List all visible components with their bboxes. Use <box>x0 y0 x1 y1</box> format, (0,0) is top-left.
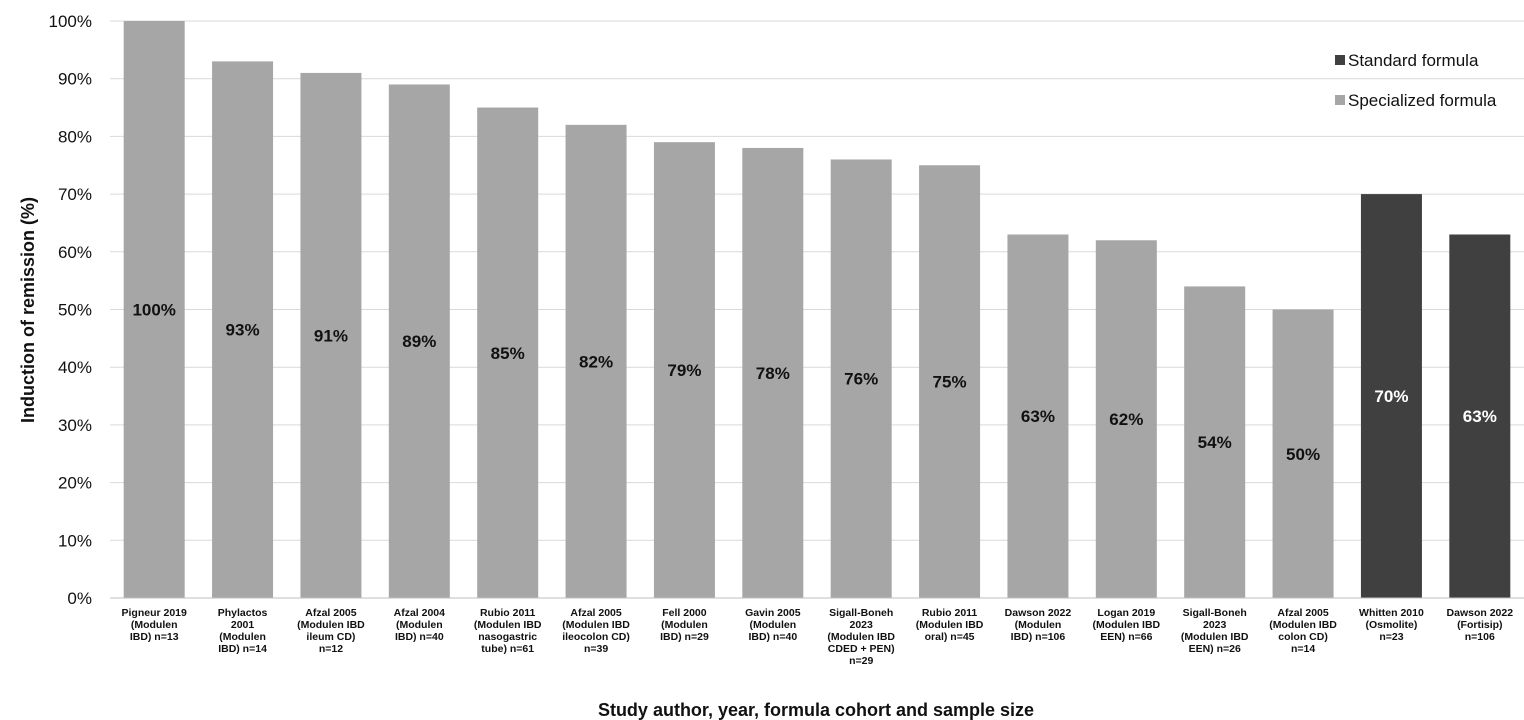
x-tick-label: Sigall-Boneh 2023 (Modulen IBD CDED + PEN) n… <box>827 607 895 667</box>
y-tick-label: 60% <box>58 243 92 262</box>
data-label: 70% <box>1374 387 1408 406</box>
legend-label-specialized: Specialized formula <box>1348 91 1497 110</box>
y-tick-label: 100% <box>49 12 92 31</box>
bar-dawson-2022-modulen-ibd-n-106 <box>1007 234 1069 599</box>
data-label: 75% <box>933 373 967 392</box>
data-label: 91% <box>314 326 348 345</box>
data-label: 78% <box>756 364 790 383</box>
x-tick-label: Rubio 2011 (Modulen IBD nasogastric tube) n… <box>474 607 542 655</box>
legend-swatch-standard <box>1335 55 1345 65</box>
x-tick-label: Sigall-Boneh 2023 (Modulen IBD EEN) n=26 <box>1181 607 1249 655</box>
y-tick-label: 50% <box>58 301 92 320</box>
x-tick-label: Rubio 2011 (Modulen IBD oral) n=45 <box>916 607 984 643</box>
bar-rubio-2011-modulen-ibd-oral-n-45 <box>919 165 981 598</box>
data-label: 62% <box>1109 410 1143 429</box>
x-tick-label: Afzal 2005 (Modulen IBD colon CD) n=14 <box>1269 607 1337 655</box>
data-label: 79% <box>667 361 701 380</box>
y-axis-title: Induction of remission (%) <box>18 197 38 423</box>
bar-sigall-boneh-2023-modulen-ibd-cded-pen-n-29 <box>830 159 892 599</box>
legend-label-standard: Standard formula <box>1348 51 1479 70</box>
bar-gavin-2005-modulen-ibd-n-40 <box>742 147 804 598</box>
y-tick-label: 20% <box>58 474 92 493</box>
bar-afzal-2005-modulen-ibd-ileum-cd-n-12 <box>300 72 362 599</box>
y-tick-label: 30% <box>58 416 92 435</box>
data-label: 63% <box>1463 407 1497 426</box>
y-tick-label: 40% <box>58 358 92 377</box>
bar-afzal-2005-modulen-ibd-ileocolon-cd-n-39 <box>565 124 627 599</box>
data-label: 85% <box>491 344 525 363</box>
x-tick-label: Fell 2000 (Modulen IBD) n=29 <box>660 607 709 643</box>
bars <box>123 21 1511 599</box>
x-tick-label: Phylactos 2001 (Modulen IBD) n=14 <box>218 607 268 655</box>
bar-logan-2019-modulen-ibd-een-n-66 <box>1095 240 1157 598</box>
bar-afzal-2005-modulen-ibd-colon-cd-n-14 <box>1272 309 1334 598</box>
data-label: 89% <box>402 332 436 351</box>
x-axis-title: Study author, year, formula cohort and s… <box>598 700 1034 720</box>
y-tick-label: 80% <box>58 127 92 146</box>
x-tick-label: Afzal 2004 (Modulen IBD) n=40 <box>394 607 446 643</box>
y-tick-label: 90% <box>58 70 92 89</box>
bar-afzal-2004-modulen-ibd-n-40 <box>388 84 450 599</box>
bar-phylactos-2001-modulen-ibd-n-14 <box>212 61 274 598</box>
x-tick-label: Gavin 2005 (Modulen IBD) n=40 <box>745 607 801 643</box>
data-label: 50% <box>1286 445 1320 464</box>
bar-dawson-2022-fortisip-n-106 <box>1449 234 1511 599</box>
x-tick-label: Pigneur 2019 (Modulen IBD) n=13 <box>122 607 188 643</box>
y-axis-ticks: 0% 10% 20% 30% 40% 50% 60% 70% 80% 90% 100% <box>49 12 92 608</box>
bar-pigneur-2019-modulen-ibd-n-13 <box>123 21 185 598</box>
data-label: 82% <box>579 352 613 371</box>
x-tick-label: Afzal 2005 (Modulen IBD ileum CD) n=12 <box>297 607 365 655</box>
data-labels: 100% 93% 91% 89% 85% 82% 79% 78% 76% 75% 63% 62% 54%… <box>132 301 1496 464</box>
legend: Standard formula Specialized formula <box>1335 51 1497 110</box>
y-tick-label: 10% <box>58 531 92 550</box>
x-tick-label: Dawson 2022 (Modulen IBD) n=106 <box>1005 607 1072 643</box>
data-label: 93% <box>226 321 260 340</box>
data-label: 76% <box>844 370 878 389</box>
x-axis-ticks: Pigneur 2019 (Modulen IBD) n=13 Phylactos 20… <box>122 607 1514 667</box>
y-tick-label: 70% <box>58 185 92 204</box>
x-tick-label: Dawson 2022 (Fortisip) n=106 <box>1447 607 1514 643</box>
bar-fell-2000-modulen-ibd-n-29 <box>653 142 715 599</box>
data-label: 63% <box>1021 407 1055 426</box>
legend-swatch-specialized <box>1335 95 1345 105</box>
data-label: 54% <box>1198 433 1232 452</box>
x-tick-label: Afzal 2005 (Modulen IBD ileocolon CD) n=39 <box>562 607 630 655</box>
x-tick-label: Logan 2019 (Modulen IBD EEN) n=66 <box>1092 607 1160 643</box>
data-label: 100% <box>132 301 175 320</box>
x-tick-label: Whitten 2010 (Osmolite) n=23 <box>1359 607 1424 643</box>
bar-whitten-2010-osmolite-n-23 <box>1360 194 1422 598</box>
bar-sigall-boneh-2023-modulen-ibd-een-n-26 <box>1184 286 1246 598</box>
y-tick-label: 0% <box>67 589 92 608</box>
bar-rubio-2011-modulen-ibd-nasogastric-tube-n-61 <box>477 107 539 599</box>
